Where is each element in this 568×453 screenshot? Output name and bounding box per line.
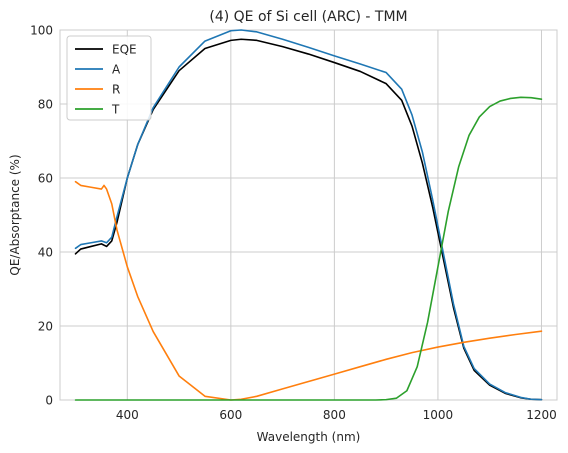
- legend: EQE ART: [66, 35, 152, 121]
- series-line-a: [74, 29, 543, 401]
- y-tick-label: 60: [38, 172, 53, 186]
- legend-label-eqe: EQE: [112, 43, 137, 57]
- x-tick-labels: 400 600 800 1000 1200: [116, 408, 557, 422]
- y-tick-label: 0: [45, 394, 53, 408]
- legend-label-a: A: [112, 63, 121, 77]
- x-tick-label: 600: [219, 408, 242, 422]
- y-tick-labels: 0 20 40 60 80 100: [30, 24, 53, 408]
- y-tick-label: 40: [38, 246, 53, 260]
- y-axis-label: QE/Absorptance (%): [8, 154, 22, 275]
- x-axis-label: Wavelength (nm): [257, 430, 361, 444]
- x-tick-label: 1000: [423, 408, 454, 422]
- y-tick-label: 80: [38, 98, 53, 112]
- x-tick-label: 800: [323, 408, 346, 422]
- series-layer: [74, 29, 543, 401]
- legend-label-t: T: [111, 103, 120, 117]
- x-tick-label: 400: [116, 408, 139, 422]
- series-line-t: [74, 96, 543, 401]
- chart-title: (4) QE of Si cell (ARC) - TMM: [209, 9, 407, 25]
- legend-box: [66, 35, 152, 121]
- legend-label-r: R: [112, 83, 120, 97]
- y-tick-label: 20: [38, 320, 53, 334]
- x-tick-label: 1200: [526, 408, 557, 422]
- y-tick-label: 100: [30, 24, 53, 38]
